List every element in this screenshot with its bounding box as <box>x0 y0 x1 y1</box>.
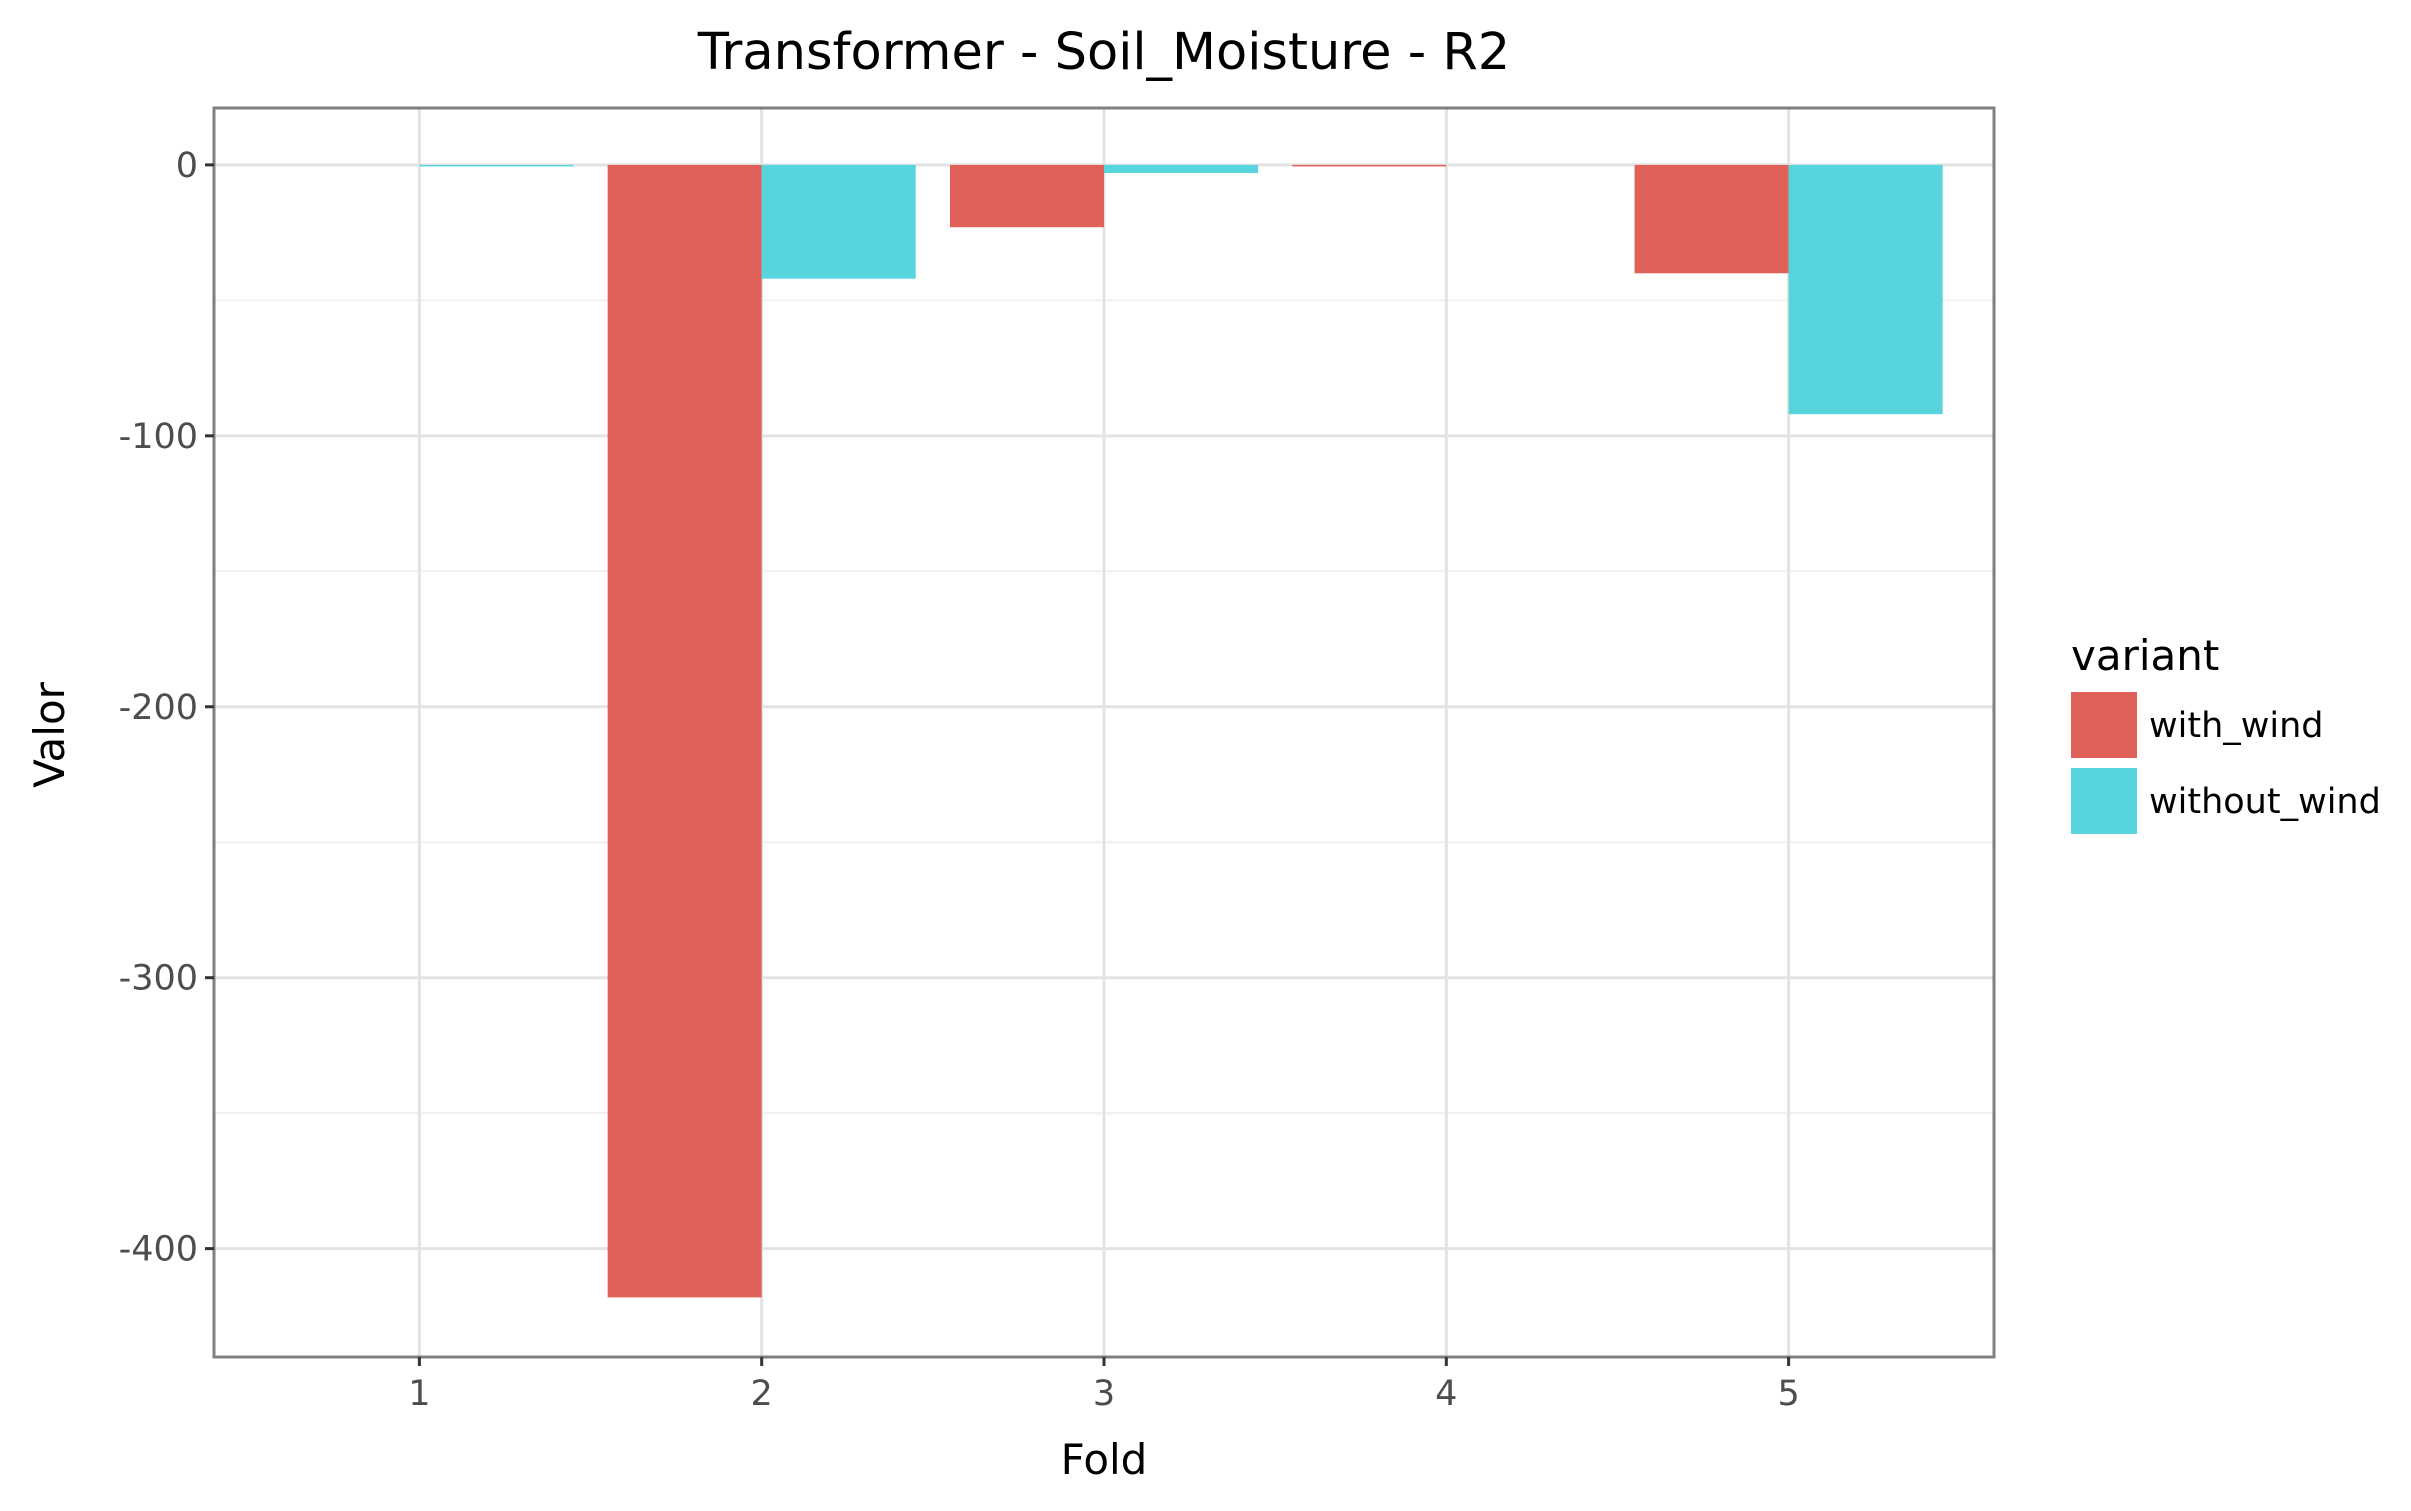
chart-title: Transformer - Soil_Moisture - R2 <box>697 23 1510 82</box>
bar-without_wind-fold-2 <box>761 164 916 279</box>
x-tick-label: 4 <box>1435 1374 1457 1414</box>
bar-without_wind-fold-5 <box>1788 164 1943 415</box>
y-tick-label: -400 <box>119 1230 198 1270</box>
x-tick-label: 1 <box>408 1374 430 1414</box>
y-tick-label: 0 <box>176 146 198 186</box>
bar-without_wind-fold-1 <box>419 164 574 167</box>
y-tick-label: -100 <box>119 417 198 457</box>
bar-without_wind-fold-3 <box>1104 164 1259 174</box>
bar-with_wind-fold-4 <box>1292 164 1447 167</box>
bar-with_wind-fold-3 <box>949 164 1104 228</box>
x-axis-title: Fold <box>1061 1435 1148 1484</box>
legend: variant with_wind without_wind <box>2071 631 2381 834</box>
axis-ticks <box>205 163 1791 1366</box>
y-tick-label: -200 <box>119 688 198 728</box>
legend-title: variant <box>2071 631 2219 680</box>
bar-with_wind-fold-5 <box>1634 164 1789 274</box>
tick-labels: 0 -100 -200 -300 -400 1 2 3 4 5 <box>119 146 1800 1414</box>
x-tick-label: 3 <box>1093 1374 1115 1414</box>
x-tick-label: 2 <box>751 1374 773 1414</box>
x-tick-label: 5 <box>1777 1374 1799 1414</box>
y-tick-label: -300 <box>119 959 198 999</box>
legend-label-with_wind: with_wind <box>2149 706 2324 746</box>
legend-key-with_wind <box>2071 692 2137 758</box>
legend-key-without_wind <box>2071 768 2137 834</box>
bars <box>419 164 1943 1298</box>
legend-label-without_wind: without_wind <box>2149 782 2381 822</box>
bar-with_wind-fold-2 <box>607 164 762 1298</box>
y-axis-title: Valor <box>25 681 74 788</box>
major-gridlines <box>214 108 1994 1357</box>
